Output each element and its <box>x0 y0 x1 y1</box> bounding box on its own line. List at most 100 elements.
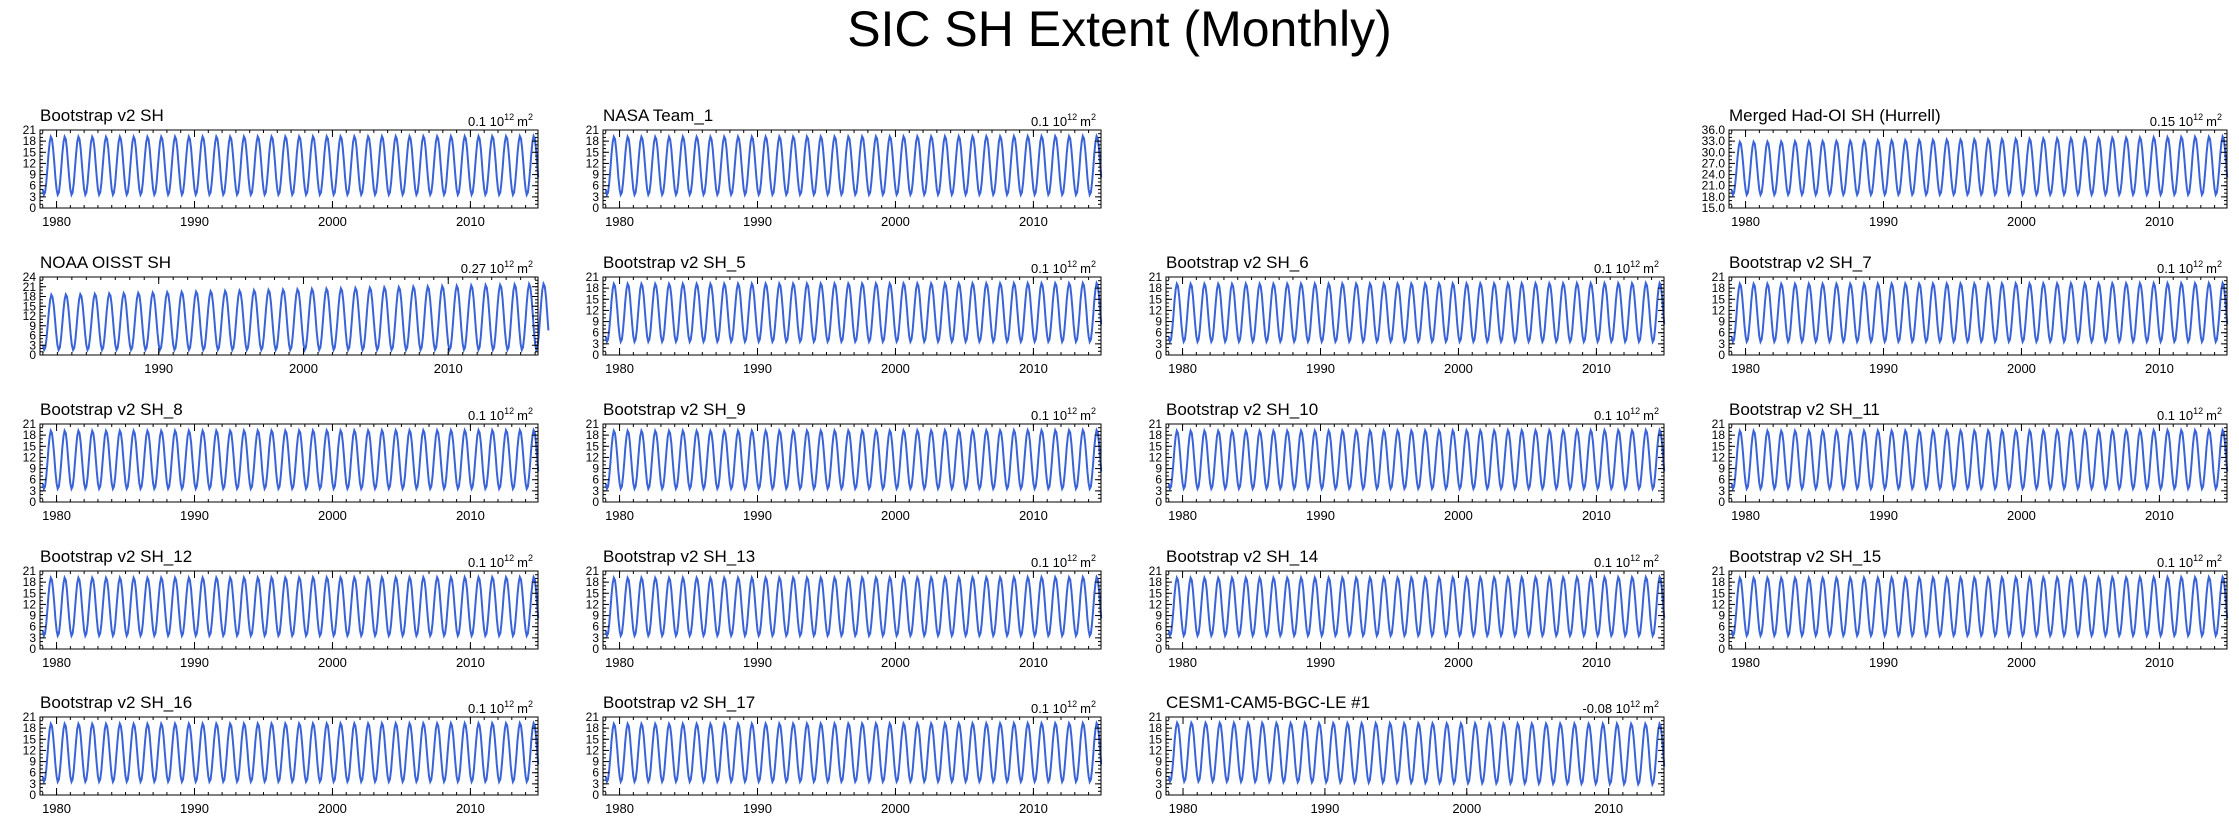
y-tick-label: 12 <box>23 450 37 464</box>
y-tick-label: 12 <box>1149 597 1163 611</box>
trend-label: 0.15 1012 m2 <box>2150 112 2222 129</box>
y-tick-label: 0 <box>592 348 599 362</box>
y-tick-label: 0 <box>29 788 36 802</box>
y-tick-label: 21 <box>1149 270 1163 284</box>
x-tick-label: 2010 <box>1019 214 1048 229</box>
x-tick-label: 2010 <box>1582 508 1611 523</box>
unit-symbol: m <box>1643 701 1654 716</box>
chart-panel: Bootstrap v2 SH_14 0.1 1012 m2036912151821… <box>1149 547 1666 670</box>
unit-exponent: 12 <box>1630 406 1640 416</box>
y-tick-label: 15 <box>1712 439 1726 453</box>
trend-label: 0.27 1012 m2 <box>461 259 533 276</box>
y-tick-label: 0 <box>29 495 36 509</box>
x-tick-label: 2010 <box>1594 801 1623 816</box>
chart-panel: Bootstrap v2 SH_5 0.1 1012 m20369121518211… <box>586 253 1103 376</box>
y-tick-label: 15 <box>586 732 600 746</box>
y-tick-label: 15 <box>23 586 37 600</box>
y-tick-label: 6 <box>29 473 36 487</box>
unit-symbol: m <box>1080 701 1091 716</box>
y-tick-label: 9 <box>1718 462 1725 476</box>
unit-exponent: 12 <box>2193 553 2203 563</box>
x-tick-label: 1990 <box>1306 361 1335 376</box>
x-tick-label: 2000 <box>1452 801 1481 816</box>
trend-value: -0.08 10 <box>1582 701 1630 716</box>
plot-frame <box>1165 716 1665 796</box>
trend-label: 0.1 1012 m2 <box>468 112 533 129</box>
trend-value: 0.1 10 <box>1031 408 1067 423</box>
x-tick-label: 2000 <box>2007 361 2036 376</box>
chart-panel: Bootstrap v2 SH_11 0.1 1012 m2036912151821… <box>1712 400 2229 523</box>
unit-symbol: m <box>1643 261 1654 276</box>
y-tick-label: 18 <box>23 428 37 442</box>
plot-frame <box>1165 276 1665 356</box>
unit-power: 2 <box>528 553 533 563</box>
unit-symbol: m <box>1643 555 1654 570</box>
unit-power: 2 <box>1091 259 1096 269</box>
y-tick-label: 9 <box>29 755 36 769</box>
y-tick-label: 9 <box>1155 315 1162 329</box>
plot-frame <box>602 423 1102 503</box>
panel-title: Bootstrap v2 SH_17 <box>603 693 755 712</box>
y-tick-label: 6 <box>1155 326 1162 340</box>
series-line <box>604 720 1103 785</box>
y-tick-label: 18 <box>23 134 37 148</box>
y-tick-label: 15 <box>23 299 37 313</box>
panel-title: Bootstrap v2 SH_15 <box>1729 547 1881 566</box>
y-tick-label: 9 <box>29 168 36 182</box>
unit-symbol: m <box>1080 114 1091 129</box>
x-tick-label: 1990 <box>1869 508 1898 523</box>
y-tick-label: 21 <box>1149 710 1163 724</box>
y-tick-label: 6 <box>592 766 599 780</box>
y-tick-label: 21 <box>1149 417 1163 431</box>
y-tick-label: 15 <box>1712 586 1726 600</box>
y-tick-label: 0 <box>592 642 599 656</box>
y-tick-label: 15 <box>1149 439 1163 453</box>
trend-value: 0.1 10 <box>468 701 504 716</box>
unit-exponent: 12 <box>2193 406 2203 416</box>
y-tick-label: 18 <box>586 281 600 295</box>
y-tick-label: 12 <box>23 156 37 170</box>
y-tick-label: 21 <box>1149 564 1163 578</box>
unit-power: 2 <box>528 112 533 122</box>
x-tick-label: 2010 <box>1019 801 1048 816</box>
y-tick-label: 0 <box>29 642 36 656</box>
y-tick-label: 3 <box>592 777 599 791</box>
plot-frame <box>39 570 539 650</box>
panel-title: Bootstrap v2 SH_7 <box>1729 253 1872 272</box>
x-tick-label: 1980 <box>605 508 634 523</box>
y-tick-label: 3 <box>1718 484 1725 498</box>
x-tick-label: 1990 <box>1306 655 1335 670</box>
y-tick-label: 18 <box>23 290 37 304</box>
trend-value: 0.15 10 <box>2150 114 2193 129</box>
y-tick-label: 9 <box>1718 609 1725 623</box>
series-line <box>1167 574 1666 639</box>
y-tick-label: 9 <box>592 609 599 623</box>
chart-panel: Bootstrap v2 SH_12 0.1 1012 m2036912151821… <box>23 547 540 670</box>
unit-power: 2 <box>528 406 533 416</box>
trend-value: 0.1 10 <box>1594 408 1630 423</box>
x-tick-label: 1980 <box>605 801 634 816</box>
unit-symbol: m <box>2206 555 2217 570</box>
panel-title: Bootstrap v2 SH_12 <box>40 547 192 566</box>
y-tick-label: 9 <box>592 462 599 476</box>
trend-value: 0.1 10 <box>1594 555 1630 570</box>
unit-exponent: 12 <box>504 699 514 709</box>
trend-label: 0.1 1012 m2 <box>2157 406 2222 423</box>
y-tick-label: 18 <box>586 134 600 148</box>
x-tick-label: 2010 <box>2145 361 2174 376</box>
plot-frame <box>39 716 539 796</box>
trend-value: 0.1 10 <box>1594 261 1630 276</box>
y-tick-label: 6 <box>29 766 36 780</box>
trend-label: 0.1 1012 m2 <box>468 406 533 423</box>
x-tick-label: 1980 <box>605 655 634 670</box>
chart-panel: Bootstrap v2 SH_6 0.1 1012 m20369121518211… <box>1149 253 1666 376</box>
unit-power: 2 <box>1654 406 1659 416</box>
chart-panel: Bootstrap v2 SH_9 0.1 1012 m20369121518211… <box>586 400 1103 523</box>
y-tick-label: 9 <box>592 315 599 329</box>
unit-power: 2 <box>1654 259 1659 269</box>
y-tick-label: 21 <box>1712 417 1726 431</box>
y-tick-label: 21 <box>586 417 600 431</box>
y-tick-label: 12 <box>23 309 37 323</box>
x-tick-label: 1980 <box>1731 508 1760 523</box>
unit-exponent: 12 <box>1630 259 1640 269</box>
